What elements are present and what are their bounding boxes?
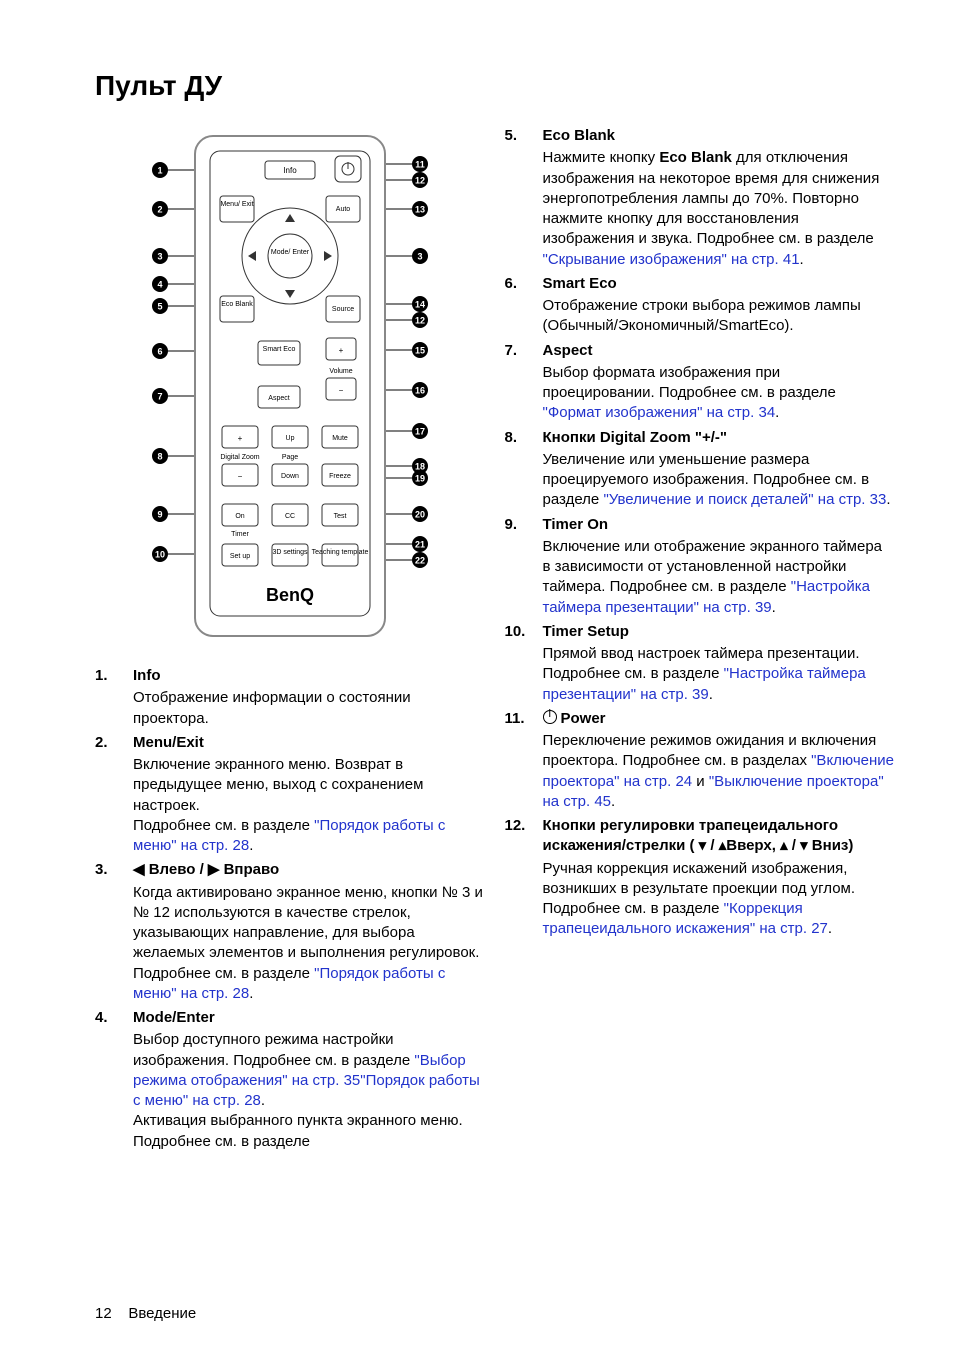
svg-text:3: 3	[417, 252, 422, 262]
svg-text:Down: Down	[281, 473, 299, 480]
svg-text:15: 15	[415, 346, 425, 356]
list-item: 12.Кнопки регулировки трапецеидального и…	[505, 816, 895, 940]
list-item: 1.InfoОтображение информации о состоянии…	[95, 666, 485, 729]
page-link[interactable]: "Порядок работы с меню" на стр. 28	[133, 965, 445, 1002]
svg-text:21: 21	[415, 540, 425, 550]
list-item: 9.Timer OnВключение или отображение экра…	[505, 515, 895, 618]
svg-text:Volume: Volume	[329, 368, 352, 375]
svg-text:Menu/ Exit: Menu/ Exit	[220, 201, 253, 208]
svg-text:1: 1	[157, 166, 162, 176]
svg-text:7: 7	[157, 392, 162, 402]
right-item-list: 5.Eco BlankНажмите кнопку Eco Blank для …	[505, 126, 895, 940]
svg-text:Teaching template: Teaching template	[311, 549, 368, 556]
page-link[interactable]: "Формат изображения" на стр. 34	[543, 404, 776, 421]
remote-diagram: 12345678910 111213314121516171819202122 …	[95, 126, 485, 646]
list-item: 2.Menu/ExitВключение экранного меню. Воз…	[95, 733, 485, 857]
svg-text:−: −	[237, 472, 242, 481]
svg-text:5: 5	[157, 302, 162, 312]
page-link[interactable]: "Настройка таймера презентации" на стр. …	[543, 665, 866, 702]
svg-text:19: 19	[415, 474, 425, 484]
list-item: 10.Timer SetupПрямой ввод настроек тайме…	[505, 622, 895, 705]
power-icon	[543, 710, 557, 724]
svg-text:3: 3	[157, 252, 162, 262]
svg-text:14: 14	[415, 300, 425, 310]
list-item: 7.AspectВыбор формата изображения при пр…	[505, 341, 895, 424]
page-link[interactable]: "Увеличение и поиск деталей" на стр. 33	[603, 491, 886, 508]
svg-text:11: 11	[415, 160, 425, 170]
svg-text:Freeze: Freeze	[329, 473, 351, 480]
svg-text:Mode/ Enter: Mode/ Enter	[271, 249, 310, 256]
page-link[interactable]: "Настройка таймера презентации" на стр. …	[543, 578, 870, 615]
svg-text:Test: Test	[333, 513, 346, 520]
svg-text:Eco Blank: Eco Blank	[221, 301, 253, 308]
svg-text:BenQ: BenQ	[266, 585, 314, 605]
list-item: 6.Smart EcoОтображение строки выбора реж…	[505, 274, 895, 337]
svg-text:9: 9	[157, 510, 162, 520]
svg-text:20: 20	[415, 510, 425, 520]
svg-text:16: 16	[415, 386, 425, 396]
svg-text:Auto: Auto	[336, 206, 351, 213]
svg-text:22: 22	[415, 556, 425, 566]
page-title: Пульт ДУ	[95, 70, 894, 102]
left-item-list: 1.InfoОтображение информации о состоянии…	[95, 666, 485, 1152]
list-item: 8.Кнопки Digital Zoom "+/-"Увеличение ил…	[505, 428, 895, 511]
svg-text:2: 2	[157, 205, 162, 215]
svg-text:4: 4	[157, 280, 162, 290]
page-link[interactable]: "Порядок работы с меню" на стр. 28	[133, 817, 445, 854]
svg-text:Set up: Set up	[230, 553, 250, 560]
svg-text:3D settings: 3D settings	[272, 549, 308, 556]
svg-text:Up: Up	[285, 435, 294, 442]
list-item: 4.Mode/EnterВыбор доступного режима наст…	[95, 1008, 485, 1152]
list-item: 3.◀ Влево / ▶ ВправоКогда активировано э…	[95, 860, 485, 1004]
page-link[interactable]: "Скрывание изображения" на стр. 41	[543, 251, 800, 268]
svg-text:Source: Source	[332, 306, 354, 313]
list-item: 11.PowerПереключение режимов ожидания и …	[505, 709, 895, 812]
svg-text:+: +	[237, 434, 242, 443]
page-footer: 12 Введение	[95, 1305, 196, 1322]
svg-text:Aspect: Aspect	[268, 395, 289, 402]
svg-text:12: 12	[415, 316, 425, 326]
svg-text:−: −	[338, 386, 343, 395]
svg-text:8: 8	[157, 452, 162, 462]
list-item: 5.Eco BlankНажмите кнопку Eco Blank для …	[505, 126, 895, 270]
svg-text:12: 12	[415, 176, 425, 186]
svg-text:Info: Info	[283, 166, 297, 175]
page-link[interactable]: "Коррекция трапецеидального искажения" н…	[543, 900, 828, 937]
svg-text:CC: CC	[285, 513, 295, 520]
svg-text:On: On	[235, 513, 244, 520]
svg-text:13: 13	[415, 205, 425, 215]
svg-text:Mute: Mute	[332, 435, 348, 442]
svg-text:10: 10	[155, 550, 165, 560]
svg-text:Timer: Timer	[231, 531, 249, 538]
svg-text:6: 6	[157, 347, 162, 357]
svg-text:+: +	[338, 346, 343, 355]
svg-text:Smart Eco: Smart Eco	[262, 346, 295, 353]
svg-text:Digital Zoom: Digital Zoom	[220, 454, 259, 461]
svg-text:Page: Page	[282, 454, 298, 461]
svg-text:17: 17	[415, 427, 425, 437]
